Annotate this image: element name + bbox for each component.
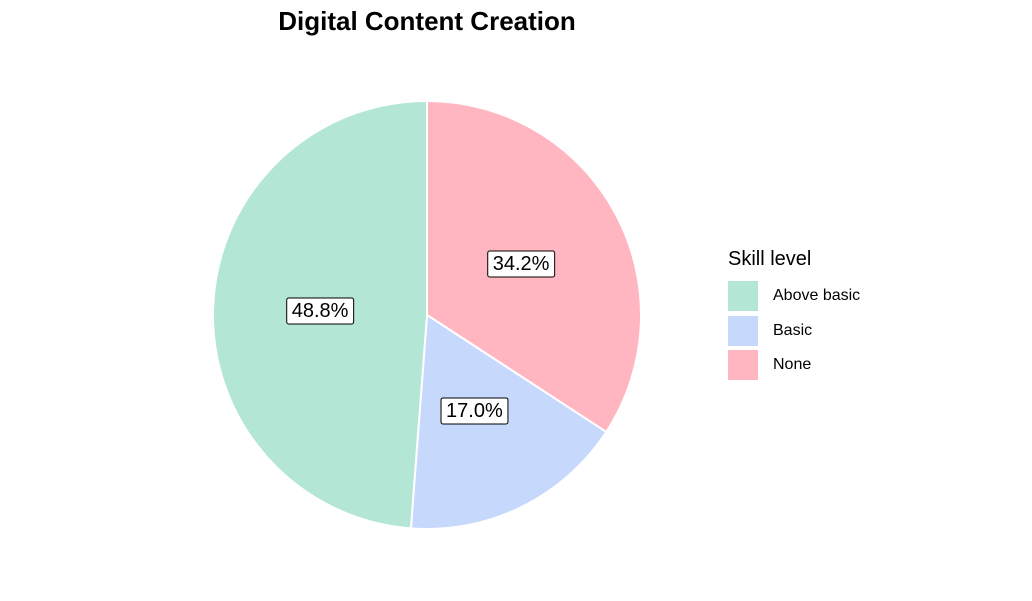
legend: Skill level Above basic Basic None	[728, 248, 860, 383]
pie-label-none: 34.2%	[487, 250, 556, 278]
legend-item-basic: Basic	[728, 314, 860, 349]
chart-title: Digital Content Creation	[278, 6, 576, 36]
pie-label-basic: 17.0%	[440, 397, 509, 425]
legend-label-above-basic: Above basic	[773, 287, 861, 305]
legend-item-none: None	[728, 348, 860, 383]
legend-label-none: None	[773, 356, 812, 374]
pie-slices	[212, 99, 642, 530]
pie-label-box	[440, 397, 509, 425]
legend-label-basic: Basic	[773, 321, 813, 339]
legend-items: Above basic Basic None	[728, 279, 860, 383]
legend-key-none	[728, 350, 758, 381]
pie-label-text: 34.2%	[493, 253, 550, 275]
legend-key-above-basic	[728, 281, 758, 312]
legend-item-above-basic: Above basic	[728, 279, 860, 314]
pie-label-box	[487, 250, 556, 278]
legend-key-basic	[728, 315, 758, 346]
pie-slice-basic	[409, 313, 608, 530]
pie-label-box	[286, 297, 355, 325]
pie-label-text: 48.8%	[292, 300, 349, 322]
legend-title: Skill level	[728, 248, 812, 270]
pie-labels: 34.2% 17.0% 48.8%	[286, 250, 556, 425]
pie-label-text: 17.0%	[446, 400, 503, 422]
pie-label-above-basic: 48.8%	[286, 297, 355, 325]
